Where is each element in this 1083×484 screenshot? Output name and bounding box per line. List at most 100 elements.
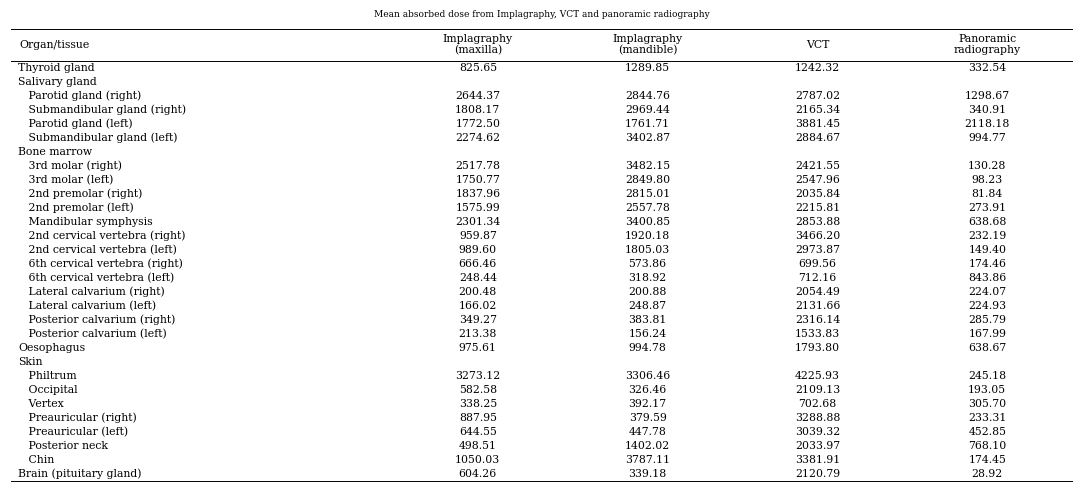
Text: 644.55: 644.55 [459,426,497,437]
Text: Mandibular symphysis: Mandibular symphysis [18,217,153,227]
Text: 213.38: 213.38 [458,329,497,339]
Text: 379.59: 379.59 [629,413,666,423]
Text: 3288.88: 3288.88 [795,413,840,423]
Text: 338.25: 338.25 [459,399,497,408]
Text: Thyroid gland: Thyroid gland [18,63,95,73]
Text: 200.48: 200.48 [459,287,497,297]
Text: 3402.87: 3402.87 [625,133,670,143]
Text: Panoramic
radiography: Panoramic radiography [954,34,1021,56]
Text: 3039.32: 3039.32 [795,426,840,437]
Text: 712.16: 712.16 [798,272,836,283]
Text: 1808.17: 1808.17 [455,105,500,115]
Text: 604.26: 604.26 [459,469,497,479]
Text: 81.84: 81.84 [971,189,1003,199]
Text: 887.95: 887.95 [459,413,497,423]
Text: 2nd cervical vertebra (left): 2nd cervical vertebra (left) [18,244,178,255]
Text: Lateral calvarium (left): Lateral calvarium (left) [18,301,156,311]
Text: 1050.03: 1050.03 [455,454,500,465]
Text: 2nd premolar (right): 2nd premolar (right) [18,188,143,199]
Text: 994.78: 994.78 [629,343,666,353]
Text: 3400.85: 3400.85 [625,217,670,227]
Text: 3273.12: 3273.12 [455,371,500,380]
Text: 3881.45: 3881.45 [795,119,840,129]
Text: 1805.03: 1805.03 [625,245,670,255]
Text: 2884.67: 2884.67 [795,133,840,143]
Text: 1298.67: 1298.67 [965,91,1009,101]
Text: 4225.93: 4225.93 [795,371,840,380]
Text: 2849.80: 2849.80 [625,175,670,185]
Text: 825.65: 825.65 [459,63,497,73]
Text: 1793.80: 1793.80 [795,343,840,353]
Text: Lateral calvarium (right): Lateral calvarium (right) [18,287,165,297]
Text: 149.40: 149.40 [968,245,1006,255]
Text: 1575.99: 1575.99 [456,203,500,213]
Text: 2517.78: 2517.78 [455,161,500,171]
Text: Parotid gland (left): Parotid gland (left) [18,119,133,129]
Text: Occipital: Occipital [18,385,78,394]
Text: 1772.50: 1772.50 [455,119,500,129]
Text: 582.58: 582.58 [459,385,497,394]
Text: Chin: Chin [18,454,54,465]
Text: 994.77: 994.77 [968,133,1006,143]
Text: 2547.96: 2547.96 [795,175,840,185]
Text: 2787.02: 2787.02 [795,91,840,101]
Text: 573.86: 573.86 [628,259,667,269]
Text: 2815.01: 2815.01 [625,189,670,199]
Text: 332.54: 332.54 [968,63,1006,73]
Text: Posterior calvarium (left): Posterior calvarium (left) [18,329,167,339]
Text: 326.46: 326.46 [628,385,667,394]
Text: 702.68: 702.68 [798,399,836,408]
Text: 156.24: 156.24 [628,329,667,339]
Text: 2nd premolar (left): 2nd premolar (left) [18,202,134,213]
Text: 1402.02: 1402.02 [625,440,670,451]
Text: Brain (pituitary gland): Brain (pituitary gland) [18,469,142,479]
Text: 166.02: 166.02 [458,301,497,311]
Text: 2301.34: 2301.34 [455,217,500,227]
Text: Salivary gland: Salivary gland [18,77,97,87]
Text: Oesophagus: Oesophagus [18,343,86,353]
Text: 339.18: 339.18 [628,469,667,479]
Text: 768.10: 768.10 [968,440,1006,451]
Text: 975.61: 975.61 [459,343,497,353]
Text: 285.79: 285.79 [968,315,1006,325]
Text: 167.99: 167.99 [968,329,1006,339]
Text: 318.92: 318.92 [628,272,667,283]
Text: Bone marrow: Bone marrow [18,147,92,157]
Text: 1761.71: 1761.71 [625,119,670,129]
Text: 3482.15: 3482.15 [625,161,670,171]
Text: 98.23: 98.23 [971,175,1003,185]
Text: 1920.18: 1920.18 [625,231,670,241]
Text: 6th cervical vertebra (left): 6th cervical vertebra (left) [18,272,174,283]
Text: 1533.83: 1533.83 [795,329,840,339]
Text: 1242.32: 1242.32 [795,63,840,73]
Text: 340.91: 340.91 [968,105,1006,115]
Text: 638.67: 638.67 [968,343,1006,353]
Text: 1837.96: 1837.96 [455,189,500,199]
Text: 383.81: 383.81 [628,315,667,325]
Text: 3rd molar (right): 3rd molar (right) [18,161,122,171]
Text: 248.87: 248.87 [628,301,667,311]
Text: Preauricular (left): Preauricular (left) [18,426,129,437]
Text: 2035.84: 2035.84 [795,189,840,199]
Text: 843.86: 843.86 [968,272,1006,283]
Text: 666.46: 666.46 [459,259,497,269]
Text: 452.85: 452.85 [968,426,1006,437]
Text: 200.88: 200.88 [628,287,667,297]
Text: 2215.81: 2215.81 [795,203,840,213]
Text: 2973.87: 2973.87 [795,245,840,255]
Text: Preauricular (right): Preauricular (right) [18,412,138,423]
Text: Implagraphy
(mandible): Implagraphy (mandible) [613,34,682,56]
Text: 232.19: 232.19 [968,231,1006,241]
Text: 392.17: 392.17 [628,399,667,408]
Text: 2054.49: 2054.49 [795,287,840,297]
Text: Posterior neck: Posterior neck [18,440,108,451]
Text: 2109.13: 2109.13 [795,385,840,394]
Text: 174.46: 174.46 [968,259,1006,269]
Text: Vertex: Vertex [18,399,64,408]
Text: 2120.79: 2120.79 [795,469,840,479]
Text: 174.45: 174.45 [968,454,1006,465]
Text: 699.56: 699.56 [798,259,836,269]
Text: Submandibular gland (left): Submandibular gland (left) [18,133,178,143]
Text: Implagraphy
(maxilla): Implagraphy (maxilla) [443,34,513,56]
Text: Parotid gland (right): Parotid gland (right) [18,91,142,101]
